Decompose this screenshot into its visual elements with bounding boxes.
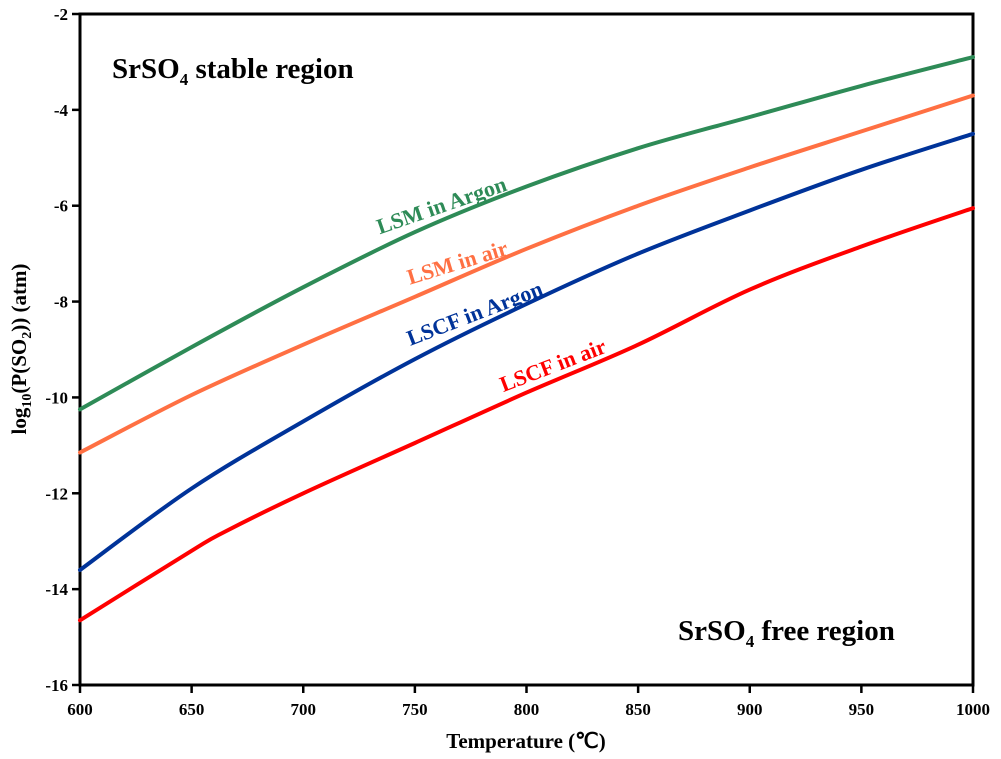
y-axis-ticks: -2 -4 -6 -8 -10 -12 -14 -16	[45, 5, 80, 695]
region-label-stable: SrSO4 stable region	[112, 53, 354, 89]
series-label-lsm-in-air: LSM in air	[404, 235, 511, 289]
series-line-lsm-in-argon	[78, 55, 975, 412]
x-axis-ticks: 600 650 700 750 800 850 900 950 1000	[67, 685, 990, 719]
x-tick-label-5: 850	[625, 700, 651, 719]
y-tick-label-0: -2	[54, 5, 68, 24]
series-line-lscf-in-air	[78, 206, 975, 623]
series-lines	[78, 55, 975, 623]
x-tick-label-2: 700	[291, 700, 317, 719]
x-tick-label-1: 650	[179, 700, 205, 719]
x-tick-label-6: 900	[737, 700, 763, 719]
plot-frame	[78, 12, 975, 687]
series-line-lsm-in-air	[78, 93, 975, 455]
y-tick-label-2: -6	[54, 197, 68, 216]
y-tick-label-6: -14	[45, 580, 68, 599]
y-tick-label-4: -10	[45, 388, 68, 407]
x-axis-title: Temperature (℃)	[446, 729, 605, 753]
x-tick-label-4: 800	[514, 700, 540, 719]
region-label-free: SrSO4 free region	[678, 615, 895, 651]
series-line-lscf-in-argon	[78, 131, 975, 572]
x-tick-label-0: 600	[67, 700, 93, 719]
series-label-lsm-in-argon: LSM in Argon	[373, 171, 509, 239]
y-tick-label-5: -12	[45, 484, 68, 503]
y-tick-label-7: -16	[45, 676, 68, 695]
x-tick-label-3: 750	[402, 700, 428, 719]
x-tick-label-8: 1000	[956, 700, 990, 719]
x-tick-label-7: 950	[849, 700, 875, 719]
y-axis-title: log10(P(SO2)) (atm)	[7, 264, 35, 435]
y-tick-label-3: -8	[54, 293, 68, 312]
y-tick-label-1: -4	[54, 101, 69, 120]
series-label-lscf-in-argon: LSCF in Argon	[403, 276, 546, 351]
